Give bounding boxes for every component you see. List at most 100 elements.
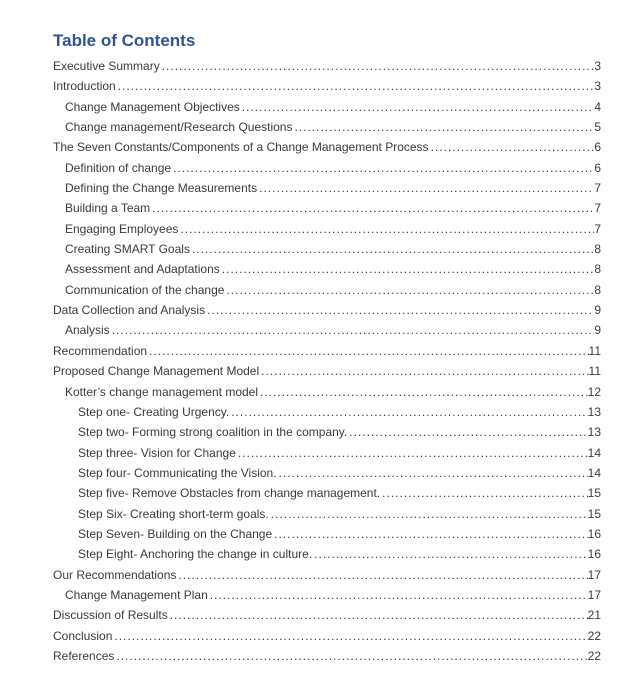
toc-leader-dots (229, 402, 587, 422)
toc-entry[interactable]: Change Management Plan 17 (53, 585, 601, 605)
toc-page-number: 15 (587, 506, 601, 521)
toc-entry-label: Change Management Objectives (65, 99, 240, 114)
toc-page-number: 8 (594, 262, 601, 277)
toc-entry-label: Discussion of Results (53, 608, 168, 623)
toc-leader-dots (312, 544, 587, 564)
toc-entry[interactable]: References 22 (53, 646, 601, 666)
toc-page-number: 21 (587, 608, 601, 623)
toc-entry[interactable]: Engaging Employees 7 (53, 219, 601, 239)
toc-entry-label: Recommendation (53, 343, 148, 358)
toc-leader-dots (347, 422, 587, 442)
toc-entry[interactable]: Executive Summary 3 (53, 56, 601, 76)
toc-page-number: 14 (587, 465, 601, 480)
toc-leader-dots (224, 280, 594, 300)
toc-entry[interactable]: Defining the Change Measurements 7 (53, 178, 601, 198)
toc-entry[interactable]: Definition of change 6 (53, 158, 601, 178)
toc-entry[interactable]: Step one- Creating Urgency. 13 (53, 402, 601, 422)
toc-page-number: 17 (587, 567, 601, 582)
toc-leader-dots (171, 158, 594, 178)
toc-page-number: 11 (588, 364, 601, 379)
toc-leader-dots (150, 198, 594, 218)
toc-entry-label: Creating SMART Goals (65, 242, 190, 257)
toc-entry[interactable]: Step Six- Creating short-term goals. 15 (53, 504, 601, 524)
toc-entry-label: Change Management Plan (65, 587, 208, 602)
toc-entry-label: Step one- Creating Urgency. (78, 404, 230, 419)
toc-page-number: 6 (594, 160, 601, 175)
toc-entry[interactable]: Step two- Forming strong coalition in th… (53, 422, 601, 442)
toc-leader-dots (258, 382, 588, 402)
toc-page-number: 16 (587, 547, 601, 562)
toc-entry-label: Assessment and Adaptations (65, 262, 220, 277)
toc-leader-dots (272, 524, 588, 544)
toc-entry-label: The Seven Constants/Components of a Chan… (53, 140, 429, 155)
toc-entry[interactable]: Introduction 3 (53, 76, 601, 96)
toc-entry-label: Step Six- Creating short-term goals. (78, 506, 269, 521)
toc-leader-dots (269, 504, 588, 524)
toc-entry[interactable]: Change Management Objectives 4 (53, 97, 601, 117)
toc-leader-dots (380, 483, 587, 503)
toc-page-number: 7 (594, 181, 601, 196)
toc-entry-label: Our Recommendations (53, 567, 177, 582)
toc-entry[interactable]: Building a Team 7 (53, 198, 601, 218)
toc-entry[interactable]: Assessment and Adaptations 8 (53, 259, 601, 279)
toc-page-number: 13 (587, 425, 601, 440)
toc-page-number: 5 (594, 120, 601, 135)
toc-entry-label: Step five- Remove Obstacles from change … (78, 486, 381, 501)
toc-leader-dots (257, 178, 594, 198)
toc-entry-label: Analysis (65, 323, 110, 338)
toc-entry[interactable]: The Seven Constants/Components of a Chan… (53, 137, 601, 157)
toc-leader-dots (220, 259, 595, 279)
toc-entry[interactable]: Conclusion 22 (53, 626, 601, 646)
toc-entry[interactable]: Communication of the change 8 (53, 280, 601, 300)
toc-entry-label: Definition of change (65, 160, 172, 175)
toc-entry[interactable]: Recommendation 11 (53, 341, 601, 361)
toc-entry-label: Data Collection and Analysis (53, 303, 206, 318)
toc-leader-dots (147, 341, 588, 361)
toc-leader-dots (429, 137, 595, 157)
toc-entry-label: Step Seven- Building on the Change (78, 526, 273, 541)
toc-leader-dots (277, 463, 588, 483)
toc-page-number: 9 (594, 303, 601, 318)
toc-entry[interactable]: Step three- Vision for Change 14 (53, 443, 601, 463)
toc-entry-label: Executive Summary (53, 59, 160, 73)
toc-entry[interactable]: Discussion of Results 21 (53, 605, 601, 625)
toc-entry-label: References (53, 648, 115, 663)
toc-entry[interactable]: Our Recommendations 17 (53, 565, 601, 585)
toc-leader-dots (114, 646, 587, 666)
toc-entry[interactable]: Step four- Communicating the Vision. 14 (53, 463, 601, 483)
toc-page-number: 7 (594, 221, 601, 236)
toc-leader-dots (110, 320, 595, 340)
toc-entry-label: Proposed Change Management Model (53, 364, 260, 379)
toc-entry-label: Step three- Vision for Change (78, 445, 236, 460)
toc-list: Executive Summary 3 Introduction 3 Change Ma… (53, 56, 601, 666)
toc-entry-label: Building a Team (65, 201, 151, 216)
toc-entry[interactable]: Change management/Research Questions 5 (53, 117, 601, 137)
toc-entry-label: Conclusion (53, 628, 113, 643)
toc-page-number: 7 (594, 201, 601, 216)
toc-entry[interactable]: Step five- Remove Obstacles from change … (53, 483, 601, 503)
toc-entry-label: Change management/Research Questions (65, 120, 293, 135)
toc-page-number: 8 (594, 242, 601, 257)
toc-entry-label: Communication of the change (65, 282, 225, 297)
toc-entry[interactable]: Creating SMART Goals 8 (53, 239, 601, 259)
toc-leader-dots (116, 76, 595, 96)
toc-page-number: 4 (594, 99, 601, 114)
toc-entry[interactable]: Proposed Change Management Model 11 (53, 361, 601, 381)
toc-page-number: 8 (594, 282, 601, 297)
toc-entry[interactable]: Analysis 9 (53, 320, 601, 340)
toc-entry[interactable]: Step Seven- Building on the Change 16 (53, 524, 601, 544)
toc-entry-label: Engaging Employees (65, 221, 179, 236)
toc-entry-label: Step Eight- Anchoring the change in cult… (78, 547, 313, 562)
toc-entry[interactable]: Data Collection and Analysis 9 (53, 300, 601, 320)
toc-title: Table of Contents (53, 31, 196, 50)
toc-leader-dots (292, 117, 594, 137)
toc-leader-dots (208, 585, 588, 605)
toc-entry[interactable]: Step Eight- Anchoring the change in cult… (53, 544, 601, 564)
toc-page-number: 16 (587, 526, 601, 541)
toc-entry[interactable]: Kotter’s change management model 12 (53, 382, 601, 402)
toc-page-number: 17 (587, 587, 601, 602)
toc-page-number: 3 (594, 79, 601, 94)
toc-entry-label: Kotter’s change management model (65, 384, 259, 399)
toc-leader-dots (240, 97, 595, 117)
